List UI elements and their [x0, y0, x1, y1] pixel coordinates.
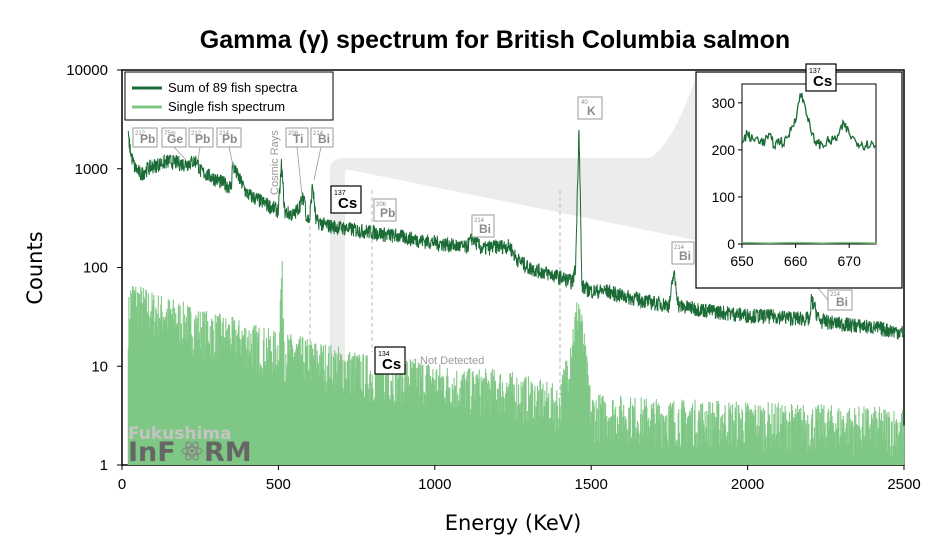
svg-text:208: 208 [288, 131, 299, 137]
svg-text:Bi: Bi [479, 222, 491, 236]
inset-y-tick-label: 300 [712, 95, 736, 111]
x-axis-ticks: 0 500 1000 1500 2000 2500 [118, 465, 921, 493]
legend-label-single: Single fish spectrum [168, 99, 285, 114]
annotation-cs134: 134 Cs [374, 346, 418, 375]
x-axis-label: Energy (KeV) [445, 511, 582, 535]
atom-icon [181, 441, 203, 461]
svg-text:214: 214 [313, 131, 324, 137]
series-layer [127, 129, 905, 465]
legend-box [124, 71, 334, 121]
logo-bottom-left: InF [128, 437, 176, 468]
logo-top-text: Fukushima [128, 424, 232, 444]
annotation-bi214-d: 214 Bi [817, 287, 853, 311]
x-tick-label: 0 [118, 476, 126, 493]
inset-y-tick-label: 200 [712, 142, 736, 158]
y-tick-label: 100 [83, 260, 108, 277]
svg-text:214: 214 [219, 131, 230, 137]
annotation-pb214: 214 Pb [216, 127, 242, 171]
x-tick-label: 2000 [731, 476, 764, 493]
x-tick-label: 1500 [575, 476, 608, 493]
series-sum-89-fish [127, 129, 905, 340]
cosmic-rays-label: Cosmic Rays [269, 130, 281, 195]
svg-text:137: 137 [809, 68, 821, 75]
annotation-ti208: 208 Ti [285, 127, 309, 196]
svg-text:Pb: Pb [140, 132, 155, 146]
svg-text:Pb: Pb [195, 132, 210, 146]
svg-text:214: 214 [830, 292, 841, 298]
x-tick-label: 1000 [418, 476, 451, 493]
inset-plot-area [741, 83, 877, 245]
svg-text:Cs: Cs [813, 73, 832, 90]
annotation-pb212-a: 212 Pb [132, 127, 158, 148]
y-tick-label: 1 [100, 457, 108, 474]
annotation-cs137-main: 137 Cs [330, 185, 362, 214]
svg-text:Bi: Bi [679, 249, 691, 263]
series-single-fish [127, 260, 905, 465]
not-detected-label: Not Detected [420, 355, 484, 367]
svg-text:214: 214 [674, 245, 685, 251]
inset-x-tick-label: 670 [838, 253, 862, 269]
svg-text:40: 40 [581, 100, 588, 106]
inset-cs137-label: 137 Cs [805, 63, 837, 92]
legend-label-sum: Sum of 89 fish spectra [168, 80, 298, 95]
x-tick-label: 500 [266, 476, 291, 493]
svg-text:137: 137 [334, 190, 346, 197]
svg-text:Ge: Ge [167, 132, 183, 146]
legend: Sum of 89 fish spectra Single fish spect… [124, 71, 334, 121]
inset-series-sum [741, 92, 876, 151]
annotation-bi214-c: 214 Bi [671, 241, 695, 265]
svg-text:Cs: Cs [382, 356, 401, 373]
svg-text:Bi: Bi [836, 295, 848, 309]
svg-text:Cs: Cs [338, 195, 357, 212]
svg-text:206: 206 [376, 202, 387, 208]
inset-callout-shape [330, 80, 695, 465]
svg-text:212: 212 [191, 131, 202, 137]
annotation-pb206: 206 Pb [373, 198, 397, 222]
svg-text:134: 134 [378, 351, 390, 358]
svg-text:75m: 75m [164, 131, 176, 137]
inset-y-axis-ticks: 0 100 200 300 [712, 95, 742, 252]
isotope-annotations: 212 Pb 75m Ge 212 Pb 214 Pb 208 Ti [132, 96, 853, 375]
svg-text:Ti: Ti [293, 132, 303, 146]
annotation-bi214-b: 214 Bi [471, 214, 495, 238]
annotation-bi214-a: 214 Bi [310, 127, 334, 181]
chart-title: Gamma (γ) spectrum for British Columbia … [200, 26, 790, 54]
inset: 650 660 670 0 100 200 300 137 Cs [695, 63, 903, 289]
svg-text:Pb: Pb [222, 132, 237, 146]
inset-y-tick-label: 100 [712, 189, 736, 205]
x-tick-label: 2500 [887, 476, 920, 493]
inset-x-tick-label: 660 [784, 253, 808, 269]
y-tick-label: 10 [91, 358, 108, 375]
inset-y-tick-label: 0 [727, 236, 735, 252]
y-axis-ticks: 1 10 100 1000 10000 [66, 62, 122, 474]
inset-x-axis-ticks: 650 660 670 [730, 244, 861, 269]
logo-bottom-right: RM [204, 437, 252, 468]
annotation-k40: 40 K [577, 96, 603, 120]
inset-series-layer [741, 92, 877, 244]
inset-x-tick-label: 650 [730, 253, 754, 269]
svg-text:214: 214 [474, 218, 485, 224]
y-tick-label: 1000 [75, 161, 108, 178]
svg-text:K: K [587, 104, 596, 118]
annotation-ge75m: 75m Ge [161, 127, 187, 161]
svg-text:Pb: Pb [380, 206, 395, 220]
svg-text:Bi: Bi [318, 132, 330, 146]
annotation-pb212-b: 212 Pb [188, 127, 214, 161]
y-axis-label: Counts [23, 231, 47, 304]
inset-series-single [741, 241, 877, 244]
svg-text:212: 212 [135, 131, 146, 137]
fukushima-inform-logo: Fukushima InF RM [128, 424, 252, 468]
y-tick-label: 10000 [66, 62, 108, 79]
